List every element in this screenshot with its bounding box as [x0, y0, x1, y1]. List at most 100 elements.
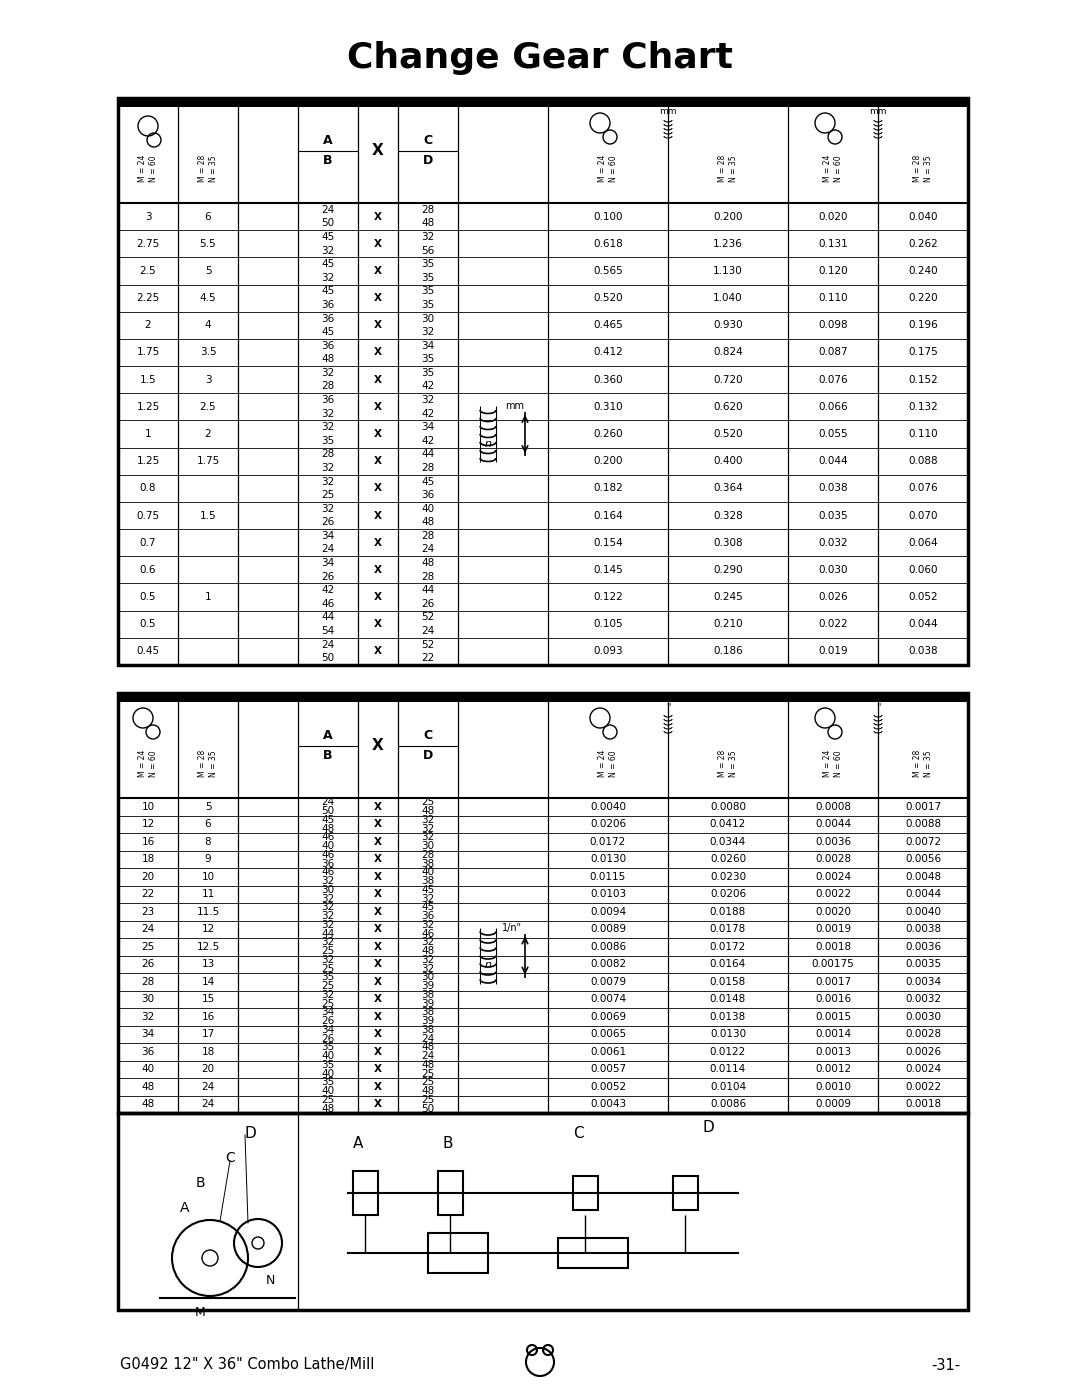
Text: D: D — [702, 1120, 714, 1136]
Text: D: D — [423, 749, 433, 761]
Text: 42: 42 — [322, 585, 335, 595]
Text: 0.087: 0.087 — [819, 348, 848, 358]
Text: 52: 52 — [421, 640, 434, 650]
Text: 52: 52 — [421, 612, 434, 623]
Text: 39: 39 — [421, 981, 434, 990]
Text: 28: 28 — [421, 205, 434, 215]
Text: 0.098: 0.098 — [819, 320, 848, 330]
Text: 1.5: 1.5 — [139, 374, 157, 384]
Text: 0.0138: 0.0138 — [710, 1011, 746, 1021]
Text: 0.0079: 0.0079 — [590, 977, 626, 986]
Text: 25: 25 — [322, 964, 335, 974]
Text: 0.310: 0.310 — [593, 402, 623, 412]
Text: 28: 28 — [322, 381, 335, 391]
Text: 0.245: 0.245 — [713, 592, 743, 602]
Text: 0.0012: 0.0012 — [815, 1065, 851, 1074]
Text: 10: 10 — [202, 872, 215, 882]
Text: 54: 54 — [322, 626, 335, 636]
Text: C: C — [423, 729, 433, 742]
Text: 30: 30 — [421, 313, 434, 324]
Text: X: X — [374, 564, 382, 576]
Text: X: X — [374, 211, 382, 222]
Text: 0.0009: 0.0009 — [815, 1099, 851, 1109]
Text: 0.0206: 0.0206 — [590, 819, 626, 830]
Text: 0.0158: 0.0158 — [710, 977, 746, 986]
Text: 0.0028: 0.0028 — [905, 1030, 941, 1039]
Text: N: N — [266, 1274, 274, 1288]
Text: X: X — [374, 960, 382, 970]
Text: 26: 26 — [322, 571, 335, 581]
Text: 0.0057: 0.0057 — [590, 1065, 626, 1074]
Text: X: X — [374, 995, 382, 1004]
Text: 0.400: 0.400 — [713, 457, 743, 467]
Text: 0.105: 0.105 — [593, 619, 623, 629]
Text: 0.132: 0.132 — [908, 402, 937, 412]
Text: 35: 35 — [322, 972, 335, 982]
Text: 0.066: 0.066 — [819, 402, 848, 412]
Text: B: B — [443, 1136, 454, 1151]
Text: 42: 42 — [421, 408, 434, 419]
Text: 44: 44 — [322, 612, 335, 623]
Text: 6: 6 — [205, 211, 212, 222]
Text: 0.0043: 0.0043 — [590, 1099, 626, 1109]
Text: 32: 32 — [421, 327, 434, 337]
Text: X: X — [374, 1081, 382, 1091]
Text: 36: 36 — [322, 300, 335, 310]
Text: 44: 44 — [421, 585, 434, 595]
Text: 0.026: 0.026 — [819, 592, 848, 602]
Text: A: A — [323, 134, 333, 147]
Text: C: C — [572, 1126, 583, 1140]
Text: 48: 48 — [421, 806, 434, 816]
Text: 24: 24 — [322, 205, 335, 215]
Text: 26: 26 — [141, 960, 154, 970]
Text: 0.0026: 0.0026 — [905, 1046, 941, 1056]
Text: 0.060: 0.060 — [908, 564, 937, 576]
Text: X: X — [374, 872, 382, 882]
Text: 36: 36 — [322, 313, 335, 324]
Text: X: X — [374, 265, 382, 277]
Text: 26: 26 — [322, 1034, 335, 1044]
Text: 45: 45 — [322, 232, 335, 242]
Text: 35: 35 — [421, 272, 434, 282]
Text: 24: 24 — [322, 640, 335, 650]
Text: 6: 6 — [205, 819, 212, 830]
Text: 36: 36 — [421, 490, 434, 500]
Text: 35: 35 — [322, 1060, 335, 1070]
Text: 11.5: 11.5 — [197, 907, 219, 916]
Text: 0.0024: 0.0024 — [815, 872, 851, 882]
Text: 0.0130: 0.0130 — [710, 1030, 746, 1039]
Text: 38: 38 — [421, 1025, 434, 1035]
Text: 0.308: 0.308 — [713, 538, 743, 548]
Text: 3.5: 3.5 — [200, 348, 216, 358]
Text: 0.0010: 0.0010 — [815, 1081, 851, 1091]
Text: 24: 24 — [201, 1099, 215, 1109]
Text: 48: 48 — [322, 1104, 335, 1113]
Text: 24: 24 — [141, 925, 154, 935]
Bar — [118, 1113, 968, 1310]
Text: 0.620: 0.620 — [713, 402, 743, 412]
Text: 0.030: 0.030 — [819, 564, 848, 576]
Text: 0.0072: 0.0072 — [905, 837, 941, 847]
Text: 0.0024: 0.0024 — [905, 1065, 941, 1074]
Text: 0.0017: 0.0017 — [905, 802, 941, 812]
Text: X: X — [374, 802, 382, 812]
Text: 0.0114: 0.0114 — [710, 1065, 746, 1074]
Text: 0.0028: 0.0028 — [815, 854, 851, 865]
Text: 0.186: 0.186 — [713, 647, 743, 657]
Text: 16: 16 — [141, 837, 154, 847]
Text: 48: 48 — [421, 517, 434, 527]
Text: 0.220: 0.220 — [908, 293, 937, 303]
Text: X: X — [374, 348, 382, 358]
Text: 0.196: 0.196 — [908, 320, 937, 330]
Text: mm: mm — [659, 108, 677, 116]
Text: 32: 32 — [322, 937, 335, 947]
Text: 35: 35 — [322, 436, 335, 446]
Text: 0.0086: 0.0086 — [710, 1099, 746, 1109]
Text: G0492 12" X 36" Combo Lathe/Mill: G0492 12" X 36" Combo Lathe/Mill — [120, 1358, 375, 1372]
Text: X: X — [374, 1030, 382, 1039]
Bar — [428, 1234, 488, 1273]
Text: 0.0074: 0.0074 — [590, 995, 626, 1004]
Text: 18: 18 — [201, 1046, 215, 1056]
Text: 0.260: 0.260 — [593, 429, 623, 439]
Text: 0.0148: 0.0148 — [710, 995, 746, 1004]
